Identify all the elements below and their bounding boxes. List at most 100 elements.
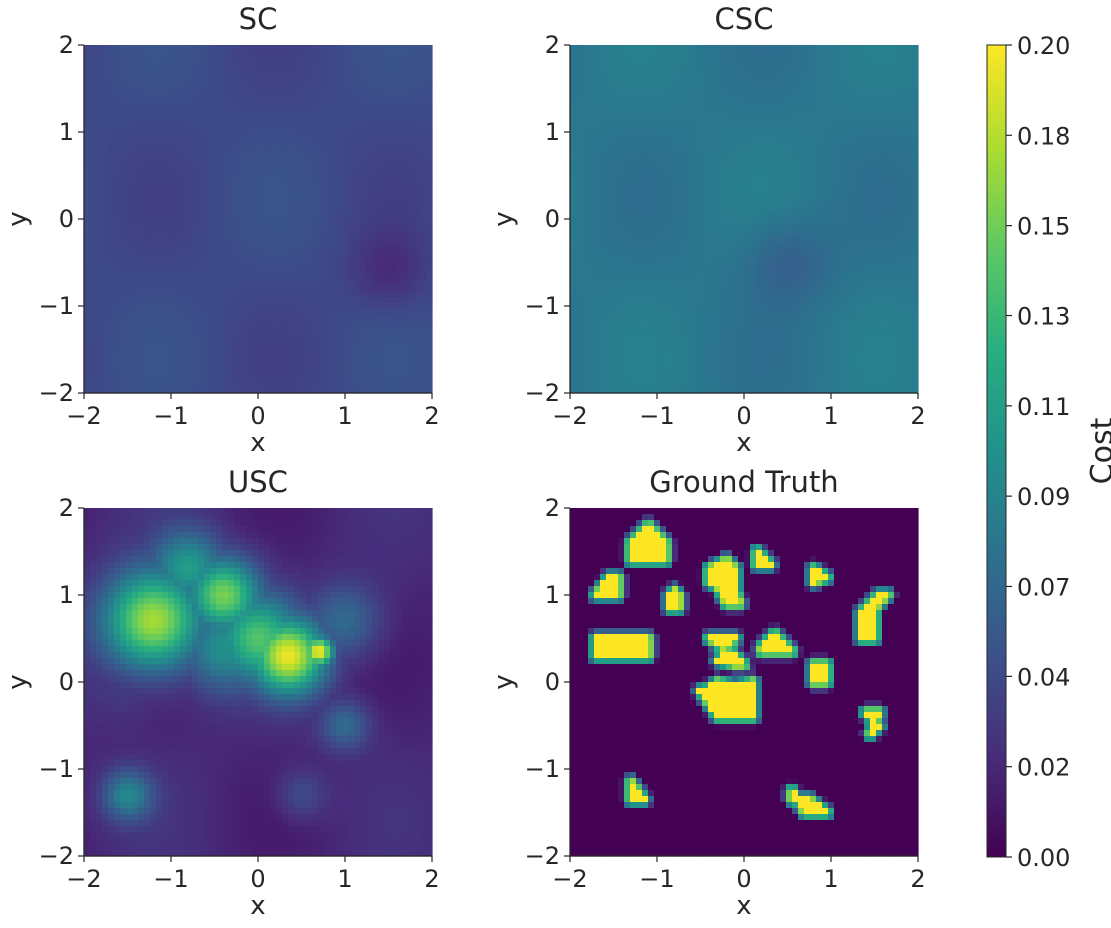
heatmap-cell <box>624 177 631 184</box>
heatmap-cell <box>84 207 91 214</box>
heatmap-cell <box>318 375 325 382</box>
heatmap-cell <box>708 315 715 322</box>
heatmap-cell <box>198 81 205 88</box>
heatmap-cell <box>132 51 139 58</box>
heatmap-cell <box>426 291 433 298</box>
heatmap-cell <box>240 381 247 388</box>
heatmap-cell <box>330 339 337 346</box>
heatmap-cell <box>252 51 259 58</box>
heatmap-cell <box>168 123 175 130</box>
heatmap-cell <box>342 261 349 268</box>
heatmap-cell <box>234 249 241 256</box>
heatmap-cell <box>186 75 193 82</box>
heatmap-cell <box>222 45 229 52</box>
heatmap-cell <box>174 165 181 172</box>
heatmap-cell <box>348 249 355 256</box>
heatmap-cell <box>702 207 709 214</box>
heatmap-field <box>84 45 433 394</box>
heatmap-cell <box>138 63 145 70</box>
heatmap-cell <box>342 123 349 130</box>
heatmap-cell <box>114 117 121 124</box>
heatmap-cell <box>426 273 433 280</box>
heatmap-cell <box>90 339 97 346</box>
heatmap-cell <box>348 285 355 292</box>
heatmap-cell <box>108 231 115 238</box>
heatmap-cell <box>300 315 307 322</box>
heatmap-cell <box>348 255 355 262</box>
heatmap-cell <box>660 135 667 142</box>
heatmap-cell <box>606 351 613 358</box>
heatmap-cell <box>270 279 277 286</box>
heatmap-cell <box>708 75 715 82</box>
heatmap-cell <box>330 153 337 160</box>
heatmap-cell <box>210 327 217 334</box>
heatmap-cell <box>708 141 715 148</box>
heatmap-cell <box>132 123 139 130</box>
heatmap-cell <box>618 351 625 358</box>
heatmap-cell <box>696 303 703 310</box>
heatmap-cell <box>294 243 301 250</box>
heatmap-cell <box>396 57 403 64</box>
heatmap-cell <box>720 363 727 370</box>
heatmap-cell <box>696 315 703 322</box>
heatmap-cell <box>600 147 607 154</box>
heatmap-cell <box>600 63 607 70</box>
heatmap-cell <box>678 261 685 268</box>
heatmap-cell <box>390 315 397 322</box>
heatmap-cell <box>222 189 229 196</box>
heatmap-cell <box>588 279 595 286</box>
heatmap-cell <box>672 207 679 214</box>
heatmap-cell <box>234 63 241 70</box>
heatmap-cell <box>264 357 271 364</box>
heatmap-cell <box>132 255 139 262</box>
heatmap-cell <box>228 303 235 310</box>
heatmap-cell <box>300 45 307 52</box>
heatmap-cell <box>216 99 223 106</box>
heatmap-cell <box>360 297 367 304</box>
heatmap-cell <box>144 231 151 238</box>
heatmap-cell <box>210 261 217 268</box>
x-tick-label: −1 <box>153 402 188 430</box>
heatmap-cell <box>690 345 697 352</box>
heatmap-cell <box>120 153 127 160</box>
heatmap-cell <box>192 309 199 316</box>
heatmap-cell <box>354 243 361 250</box>
heatmap-cell <box>354 261 361 268</box>
heatmap-cell <box>654 45 661 52</box>
heatmap-cell <box>630 45 637 52</box>
heatmap-cell <box>636 339 643 346</box>
heatmap-cell <box>288 285 295 292</box>
heatmap-cell <box>378 99 385 106</box>
heatmap-cell <box>312 309 319 316</box>
heatmap-cell <box>210 219 217 226</box>
heatmap-cell <box>348 321 355 328</box>
heatmap-cell <box>354 207 361 214</box>
heatmap-cell <box>126 105 133 112</box>
heatmap-cell <box>192 147 199 154</box>
heatmap-cell <box>678 345 685 352</box>
heatmap-cell <box>348 75 355 82</box>
heatmap-cell <box>138 327 145 334</box>
heatmap-cell <box>696 327 703 334</box>
heatmap-cell <box>696 45 703 52</box>
heatmap-cell <box>690 81 697 88</box>
heatmap-cell <box>354 93 361 100</box>
heatmap-cell <box>582 231 589 238</box>
heatmap-cell <box>336 345 343 352</box>
heatmap-cell <box>234 375 241 382</box>
heatmap-cell <box>174 297 181 304</box>
heatmap-cell <box>714 213 721 220</box>
heatmap-cell <box>594 375 601 382</box>
heatmap-cell <box>90 111 97 118</box>
heatmap-cell <box>726 237 733 244</box>
heatmap-cell <box>366 381 373 388</box>
heatmap-cell <box>390 381 397 388</box>
heatmap-cell <box>726 105 733 112</box>
heatmap-cell <box>348 63 355 70</box>
heatmap-cell <box>228 219 235 226</box>
heatmap-cell <box>582 183 589 190</box>
heatmap-cell <box>144 63 151 70</box>
heatmap-cell <box>654 285 661 292</box>
heatmap-cell <box>186 123 193 130</box>
heatmap-cell <box>270 387 277 394</box>
